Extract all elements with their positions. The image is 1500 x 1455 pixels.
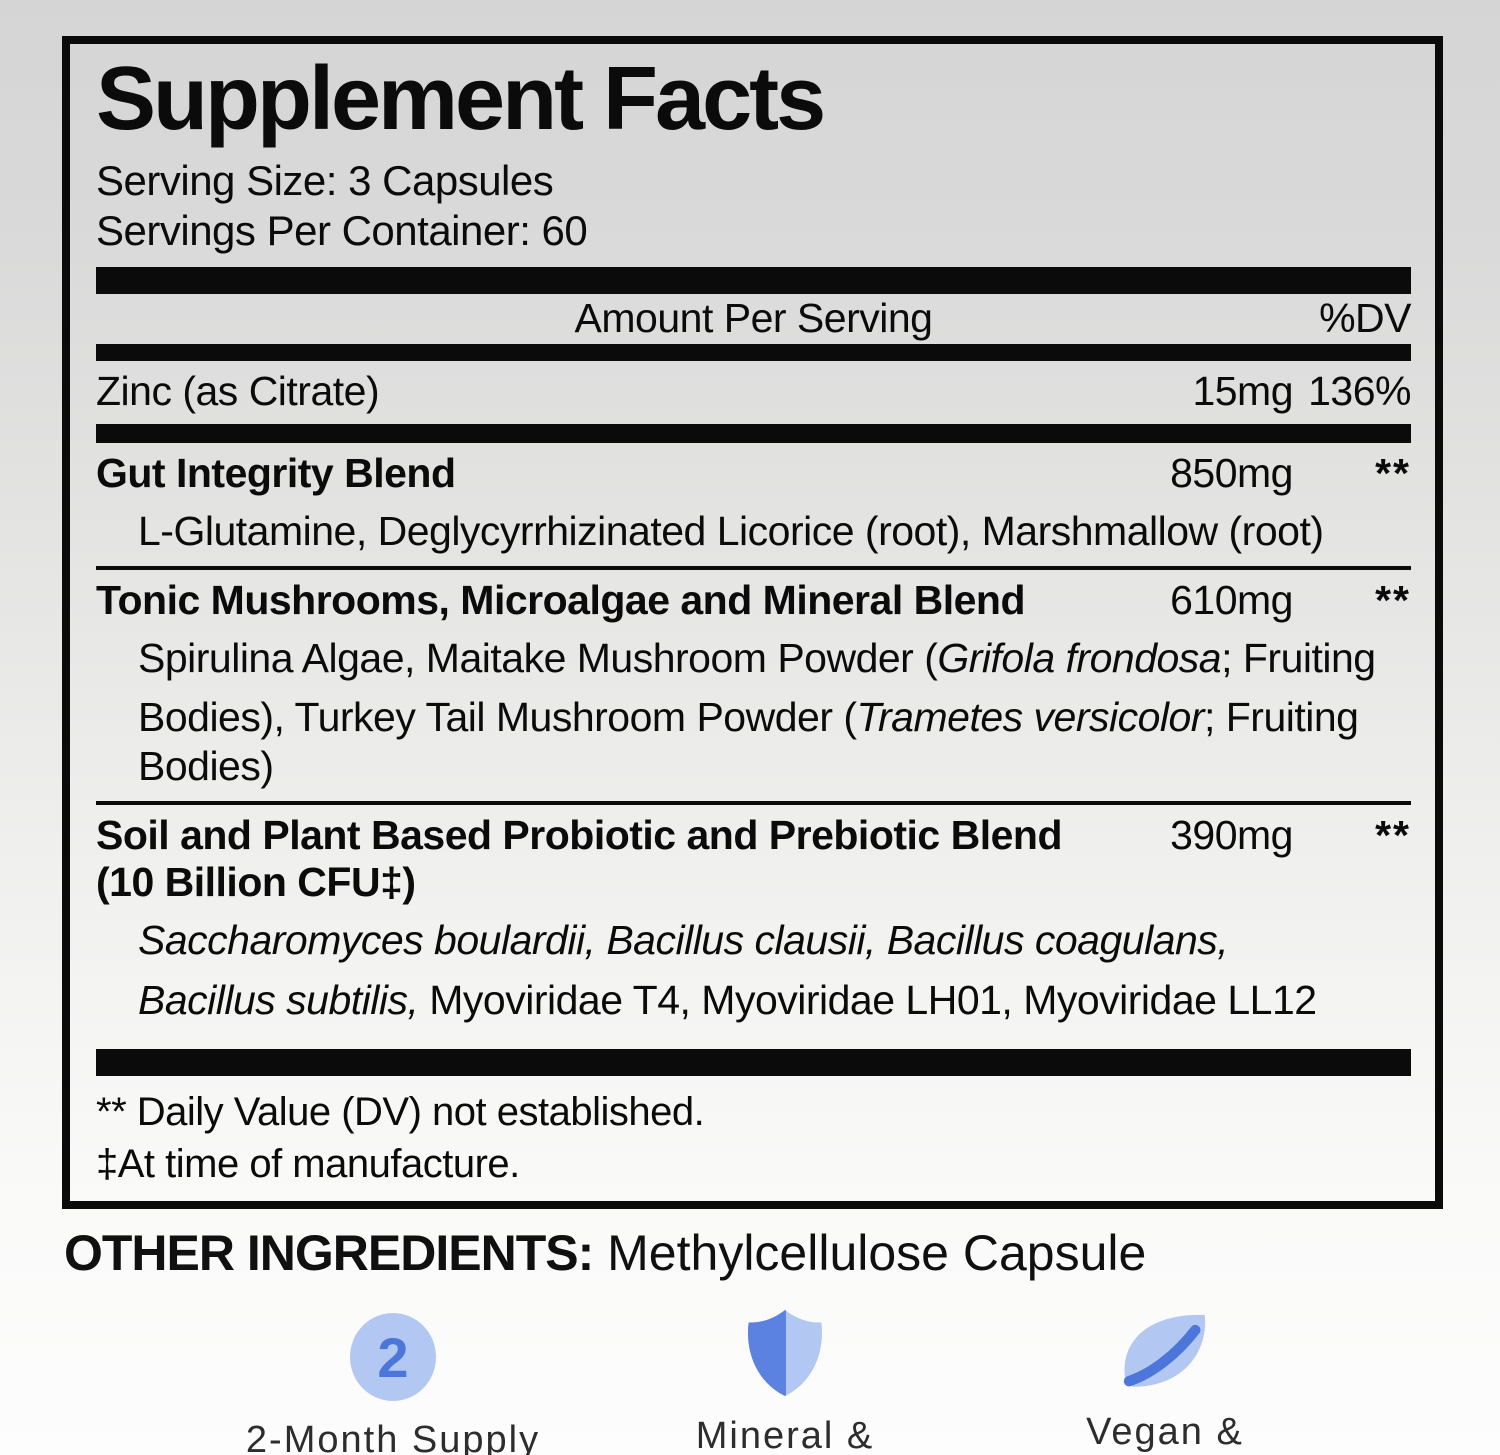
serving-size: Serving Size: 3 Capsules [96, 156, 554, 204]
circle-2-icon: 2 [350, 1313, 436, 1402]
blend-dv: ** [1375, 449, 1411, 496]
blend-row: Tonic Mushrooms, Microalgae and Mineral … [96, 570, 1411, 624]
blend-dv: ** [1375, 812, 1411, 859]
other-ingredients-label: OTHER INGREDIENTS: [64, 1224, 594, 1281]
amount-per-serving-header: Amount Per Serving [574, 295, 933, 342]
blend-ingredients-line: Spirulina Algae, Maitake Mushroom Powder… [138, 634, 1376, 681]
other-ingredients-value: Methylcellulose Capsule [607, 1224, 1147, 1281]
servings-per-container: Servings Per Container: 60 [96, 207, 588, 255]
nutrient-amount: 15mg [1192, 367, 1293, 414]
other-ingredients-line: OTHER INGREDIENTS: Methylcellulose Capsu… [64, 1225, 1500, 1283]
badge-label: Mineral & L-Glutamine [695, 1415, 875, 1455]
two-month-supply-icon: 2 [350, 1310, 436, 1404]
amounts-header-row: Amount Per Serving %DV [96, 294, 1412, 344]
blend-dv: ** [1375, 576, 1411, 623]
feature-badges: 2 2-Month Supply Mineral & L-Glutamine [0, 1300, 1500, 1455]
divider-bar-thick [96, 423, 1411, 443]
blend-row: Soil and Plant Based Probiotic and Prebi… [96, 805, 1411, 906]
blend-section-tonic-mushrooms: Tonic Mushrooms, Microalgae and Mineral … [96, 565, 1411, 802]
nutrient-row-zinc: Zinc (as Citrate) 15mg 136% [96, 361, 1412, 424]
badge-label: 2-Month Supply [245, 1419, 541, 1455]
badge-glyph: 2 [377, 1325, 409, 1389]
supplement-facts-panel: Supplement Facts Serving Size: 3 Capsule… [62, 36, 1443, 1209]
divider-bar-medium [96, 343, 1411, 361]
blend-amount: 610mg [1170, 576, 1293, 623]
dv-header: %DV [1319, 295, 1411, 342]
divider-bar-thick [96, 1048, 1411, 1076]
blend-ingredients-line: Bodies), Turkey Tail Mushroom Powder (Tr… [138, 693, 1359, 790]
footnote-manufacture: ‡At time of manufacture. [96, 1141, 520, 1186]
blend-amount: 390mg [1170, 812, 1293, 859]
blend-name: Tonic Mushrooms, Microalgae and Mineral … [96, 576, 1026, 623]
blend-amount: 850mg [1170, 449, 1293, 496]
blend-name: Gut Integrity Blend [96, 449, 456, 496]
shield-icon [741, 1306, 829, 1400]
badge-2-month-supply: 2 2-Month Supply [113, 1310, 673, 1455]
panel-title: Supplement Facts [96, 49, 826, 149]
divider-bar-thick [96, 266, 1411, 294]
blend-section-probiotic: Soil and Plant Based Probiotic and Prebi… [96, 801, 1411, 1034]
blend-name: Soil and Plant Based Probiotic and Prebi… [96, 812, 1063, 906]
blend-row: Gut Integrity Blend 850mg ** [96, 443, 1411, 497]
blend-ingredients-line: Saccharomyces boulardii, Bacillus clausi… [138, 917, 1229, 964]
blend-ingredients-line: Bacillus subtilis, Myoviridae T4, Myovir… [138, 976, 1317, 1023]
nutrient-name: Zinc (as Citrate) [96, 367, 380, 414]
leaf-icon [1112, 1302, 1218, 1396]
blend-ingredients-line: L-Glutamine, Deglycyrrhizinated Licorice… [138, 507, 1324, 554]
badge-vegan-nongmo: Vegan & Non-GMO [885, 1302, 1445, 1455]
footnote-dv: ** Daily Value (DV) not established. [96, 1089, 705, 1134]
nutrient-dv: 136% [1308, 367, 1411, 414]
blend-section-gut-integrity: Gut Integrity Blend 850mg ** L-Glutamine… [96, 443, 1411, 566]
badge-label: Vegan & Non-GMO [1086, 1411, 1244, 1454]
badge-mineral-glutamine: Mineral & L-Glutamine [505, 1306, 1065, 1455]
